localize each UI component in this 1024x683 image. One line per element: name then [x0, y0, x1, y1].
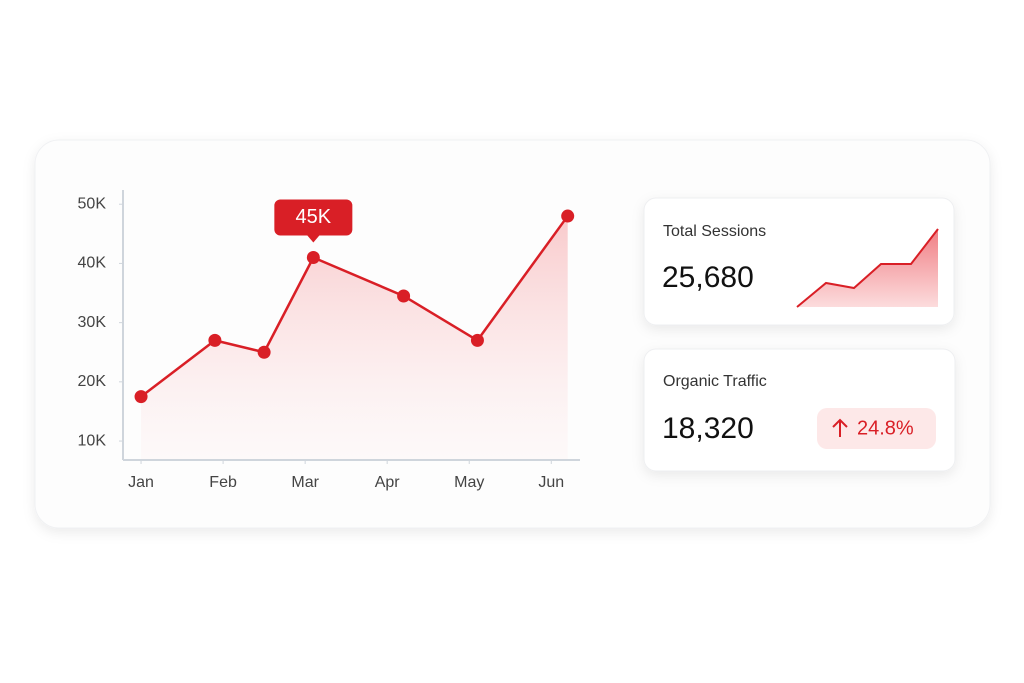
area	[141, 216, 568, 459]
x-tick-label: Jan	[128, 474, 154, 491]
x-tick-label: Mar	[291, 474, 319, 491]
sparkline	[796, 228, 939, 308]
y-tick-label: 10K	[78, 432, 107, 449]
card-value: 18,320	[662, 412, 754, 445]
point	[470, 333, 484, 347]
y-tick-label: 50K	[78, 195, 107, 212]
point	[306, 251, 320, 264]
change-value: 24.8%	[857, 417, 914, 439]
x-tick-label: Feb	[209, 474, 237, 491]
card-label: Organic Traffic	[663, 373, 767, 390]
change-badge	[817, 408, 936, 449]
point	[257, 345, 271, 359]
x-tick-label: Apr	[375, 474, 401, 491]
card-label: Total Sessions	[663, 223, 766, 240]
y-tick-label: 40K	[78, 255, 107, 272]
card-value: 25,680	[662, 261, 754, 294]
point	[208, 333, 222, 347]
point	[397, 289, 411, 303]
point	[561, 209, 575, 223]
tooltip	[274, 199, 353, 243]
up-arrow	[832, 418, 848, 437]
x-tick-label: Jun	[538, 474, 564, 491]
y-tick-label: 20K	[78, 373, 107, 390]
tooltip-text: 45K	[296, 206, 332, 228]
x-tick-label: May	[454, 474, 484, 491]
point	[134, 390, 148, 404]
sparkline-area	[797, 229, 938, 307]
y-tick-label: 30K	[78, 314, 107, 331]
